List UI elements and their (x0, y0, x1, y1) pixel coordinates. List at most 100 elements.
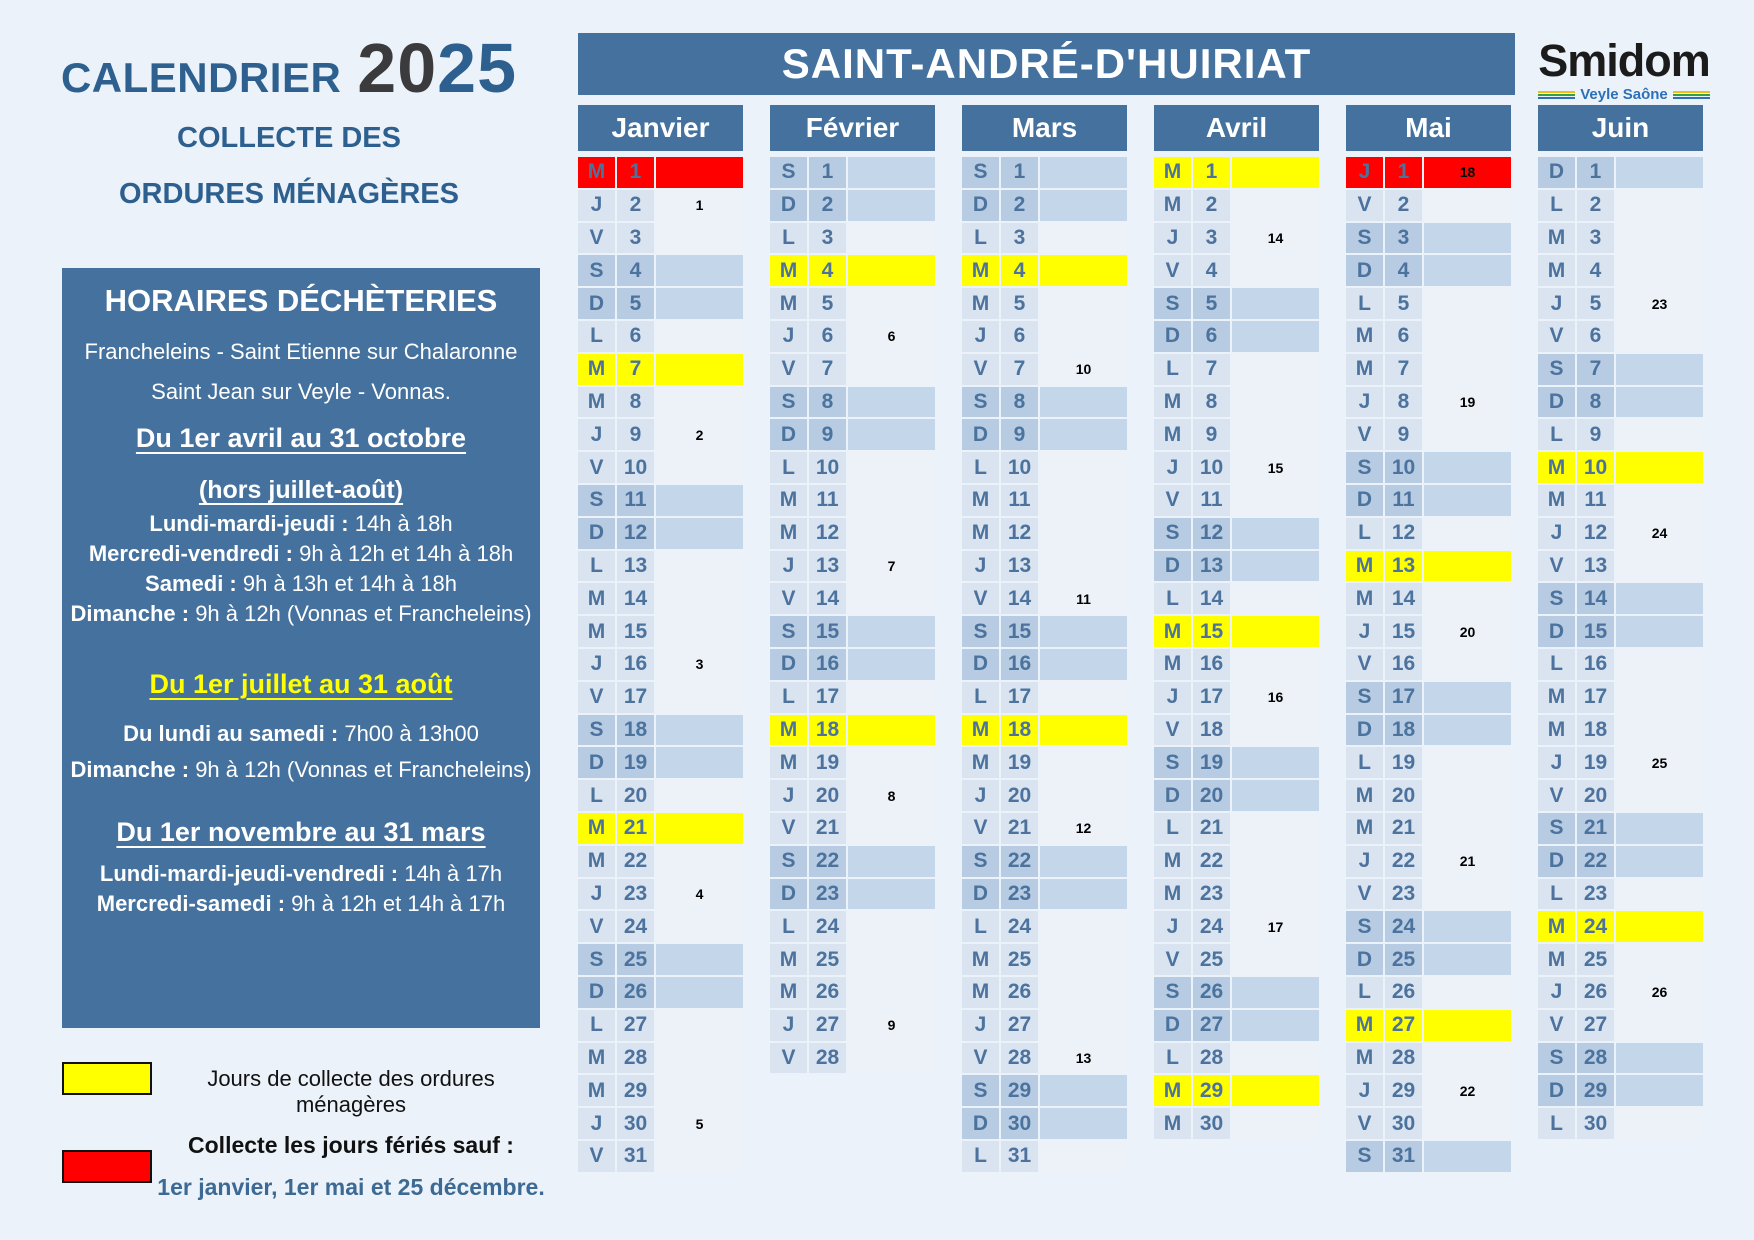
week-number-cell: 8 (848, 780, 935, 811)
day-row: J 13 7 (770, 550, 935, 582)
day-number-cell: 13 (617, 550, 654, 582)
day-number-cell: 15 (617, 616, 654, 647)
day-number-cell: 30 (1193, 1108, 1230, 1139)
day-letter-cell: D (962, 878, 999, 910)
day-letter-cell: L (1538, 1108, 1575, 1139)
day-number-cell: 14 (1385, 583, 1422, 615)
day-letter-cell: D (1154, 550, 1191, 582)
day-row: M 19 (770, 747, 935, 779)
week-number-cell (1424, 944, 1511, 975)
week-number-cell: 23 (1616, 288, 1703, 319)
day-row: L 24 (962, 911, 1127, 943)
day-number-cell: 17 (809, 681, 846, 713)
day-number-cell: 5 (1385, 288, 1422, 319)
logo-stripes-left-icon (1538, 90, 1576, 99)
week-number-cell (656, 1009, 743, 1041)
yellow-legend-label: Jours de collecte des ordures ménagères (207, 1066, 495, 1117)
week-number-cell (1424, 517, 1511, 549)
day-letter-cell: J (1346, 157, 1383, 188)
day-row: J 3 14 (1154, 222, 1319, 254)
day-row: D 20 (1154, 780, 1319, 811)
day-row: D 30 (962, 1108, 1127, 1139)
day-letter-cell: S (962, 616, 999, 647)
day-row: D 16 (962, 648, 1127, 680)
week-number-cell (1232, 419, 1319, 451)
day-number-cell: 16 (1193, 648, 1230, 680)
yellow-legend-swatch (62, 1062, 152, 1095)
day-row: S 22 (962, 845, 1127, 877)
day-letter-cell: V (578, 222, 615, 254)
day-number-cell: 21 (1193, 812, 1230, 844)
day-number-cell: 21 (617, 812, 654, 844)
day-number-cell: 7 (1577, 353, 1614, 385)
week-number-cell (1040, 1140, 1127, 1172)
day-row: L 10 (962, 452, 1127, 483)
week-number-cell (848, 386, 935, 418)
day-number-cell: 9 (1385, 419, 1422, 451)
week-number-cell (1232, 189, 1319, 221)
day-number-cell: 7 (1385, 353, 1422, 385)
day-number-cell: 25 (1193, 944, 1230, 975)
week-number-cell (1616, 157, 1703, 188)
week-number-cell (1232, 747, 1319, 779)
day-number-cell: 6 (1193, 320, 1230, 352)
day-row: M 30 (1154, 1108, 1319, 1139)
day-number-cell: 12 (617, 517, 654, 549)
week-number-cell: 5 (656, 1108, 743, 1139)
day-number-cell: 29 (1577, 1075, 1614, 1107)
day-row: J 17 16 (1154, 681, 1319, 713)
day-letter-cell: M (770, 255, 807, 287)
horaires-line: Dimanche : 9h à 12h (Vonnas et Franchele… (70, 601, 532, 626)
day-letter-cell: V (770, 812, 807, 844)
day-row: J 19 25 (1538, 747, 1703, 779)
day-row: S 28 (1538, 1042, 1703, 1074)
day-letter-cell: S (1346, 1140, 1383, 1172)
day-letter-cell: L (578, 780, 615, 811)
day-letter-cell: M (578, 845, 615, 877)
day-letter-cell: S (1538, 1042, 1575, 1074)
day-letter-cell: D (578, 517, 615, 549)
day-row: L 26 (1346, 976, 1511, 1008)
day-letter-cell: M (1538, 484, 1575, 516)
week-number-cell (1232, 157, 1319, 188)
week-number-cell (1424, 780, 1511, 811)
day-number-cell: 21 (809, 812, 846, 844)
day-letter-cell: V (1346, 189, 1383, 221)
day-letter-cell: L (1346, 517, 1383, 549)
day-letter-cell: M (1538, 681, 1575, 713)
day-letter-cell: V (962, 583, 999, 615)
day-number-cell: 15 (809, 616, 846, 647)
day-number-cell: 13 (1193, 550, 1230, 582)
day-row: M 21 (1346, 812, 1511, 844)
day-number-cell: 5 (1001, 288, 1038, 319)
day-number-cell: 12 (1577, 517, 1614, 549)
week-number-cell (1424, 419, 1511, 451)
day-letter-cell: M (1538, 255, 1575, 287)
day-letter-cell: J (1538, 517, 1575, 549)
week-number-cell: 26 (1616, 976, 1703, 1008)
week-number-cell (1424, 1009, 1511, 1041)
day-number-cell: 4 (809, 255, 846, 287)
smidom-logo-name: Smidom (1538, 35, 1711, 86)
logo-stripes-right-icon (1672, 90, 1710, 99)
day-letter-cell: D (1154, 1009, 1191, 1041)
day-number-cell: 20 (1577, 780, 1614, 811)
day-row: S 10 (1346, 452, 1511, 483)
day-number-cell: 8 (809, 386, 846, 418)
week-number-cell: 11 (1040, 583, 1127, 615)
title-year: 2025 (357, 28, 517, 108)
day-number-cell: 8 (1577, 386, 1614, 418)
day-number-cell: 31 (1001, 1140, 1038, 1172)
week-number-cell (1040, 320, 1127, 352)
week-number-cell (848, 812, 935, 844)
day-number-cell: 29 (1001, 1075, 1038, 1107)
